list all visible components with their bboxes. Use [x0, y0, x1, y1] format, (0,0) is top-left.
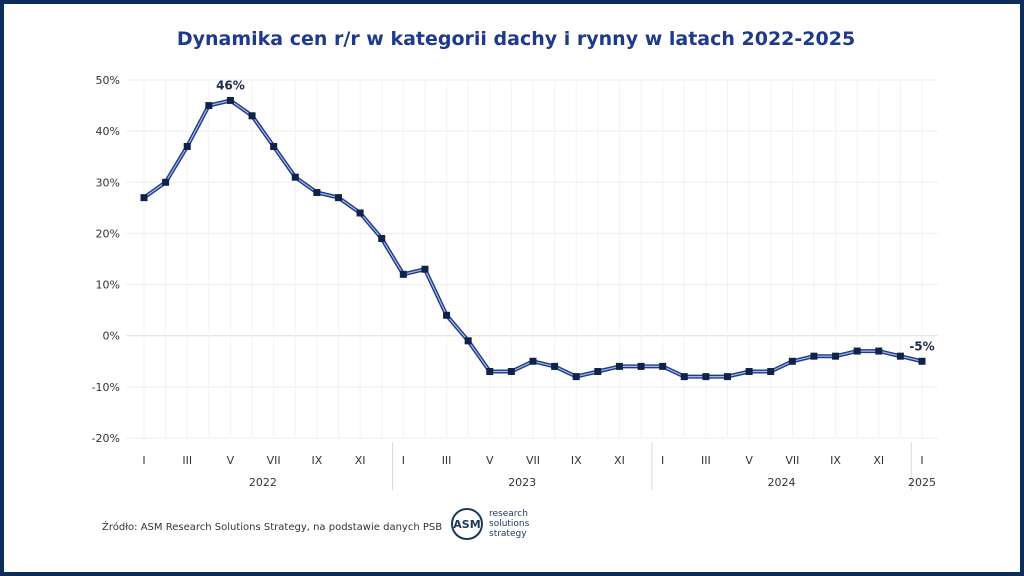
data-point	[226, 96, 234, 104]
x-tick-label: I	[920, 454, 923, 467]
year-label: 2022	[249, 476, 277, 489]
line-chart: 50%40%30%20%10%0%-10%-20%I III V VII IX XI I II…	[92, 74, 938, 490]
data-point	[291, 173, 299, 181]
asm-logo-mark: ASM	[451, 508, 483, 540]
data-point	[183, 142, 191, 150]
y-tick-label: -20%	[92, 432, 120, 445]
data-point	[918, 357, 926, 365]
x-tick-label: V	[486, 454, 494, 467]
data-point	[875, 347, 883, 355]
year-label: 2023	[508, 476, 536, 489]
y-tick-label: 20%	[96, 227, 120, 240]
y-tick-label: 50%	[96, 74, 120, 87]
data-point	[724, 373, 731, 381]
x-tick-label: XI	[614, 454, 625, 467]
data-point	[248, 112, 256, 120]
x-tick-label: I	[142, 454, 145, 467]
x-tick-label: III	[701, 454, 711, 467]
logo-line-research: research	[489, 509, 528, 519]
chart-title: Dynamika cen r/r w kategorii dachy i ryn…	[176, 28, 856, 50]
x-tick-label: I	[402, 454, 405, 467]
asm-logo: ASM research solutions strategy	[451, 508, 529, 540]
y-tick-label: 40%	[96, 125, 120, 138]
x-tick-label: IX	[311, 454, 322, 467]
x-tick-label: III	[182, 454, 192, 467]
data-point	[853, 347, 861, 355]
data-point	[551, 362, 559, 370]
data-point	[529, 357, 537, 365]
data-point	[832, 352, 840, 360]
data-point	[378, 235, 386, 243]
x-tick-label: I	[661, 454, 664, 467]
x-tick-label: V	[745, 454, 753, 467]
year-label: 2024	[768, 476, 796, 489]
data-point	[270, 142, 278, 150]
logo-line-strategy: strategy	[489, 529, 527, 539]
logo-line-solutions: solutions	[489, 519, 530, 529]
data-point	[680, 373, 688, 381]
x-tick-label: VII	[526, 454, 540, 467]
data-point	[335, 194, 342, 202]
data-point	[421, 265, 429, 273]
x-tick-label: IX	[571, 454, 582, 467]
data-point	[810, 352, 818, 360]
data-point	[399, 270, 407, 278]
data-point	[745, 368, 753, 376]
x-tick-label: III	[442, 454, 452, 467]
x-tick-label: XI	[355, 454, 366, 467]
data-point	[464, 337, 472, 345]
data-point	[443, 311, 451, 319]
data-point	[659, 362, 667, 370]
source-note: Źródło: ASM Research Solutions Strategy,…	[102, 522, 443, 533]
data-point	[205, 102, 213, 110]
data-point	[767, 368, 775, 376]
x-tick-label: XI	[873, 454, 884, 467]
data-point	[486, 368, 494, 376]
data-point	[572, 373, 580, 381]
x-tick-label: V	[227, 454, 235, 467]
x-tick-label: IX	[830, 454, 841, 467]
y-tick-label: -10%	[92, 381, 120, 394]
data-point	[594, 368, 602, 376]
data-label: 46%	[216, 78, 245, 92]
year-label: 2025	[908, 476, 936, 489]
asm-logo-wordmark: research solutions strategy	[489, 509, 529, 539]
y-tick-label: 10%	[96, 279, 120, 292]
y-tick-label: 30%	[96, 176, 120, 189]
data-point	[615, 362, 623, 370]
data-point	[702, 373, 710, 381]
data-point	[162, 178, 170, 186]
data-label: -5%	[909, 339, 934, 353]
data-point	[637, 362, 645, 370]
data-point	[896, 352, 904, 360]
data-point	[507, 368, 515, 376]
y-tick-label: 0%	[103, 330, 120, 343]
x-tick-label: VII	[267, 454, 281, 467]
x-tick-label: VII	[785, 454, 799, 467]
data-point	[140, 194, 148, 202]
data-point	[313, 189, 321, 197]
data-point	[788, 357, 796, 365]
data-point	[356, 209, 364, 217]
